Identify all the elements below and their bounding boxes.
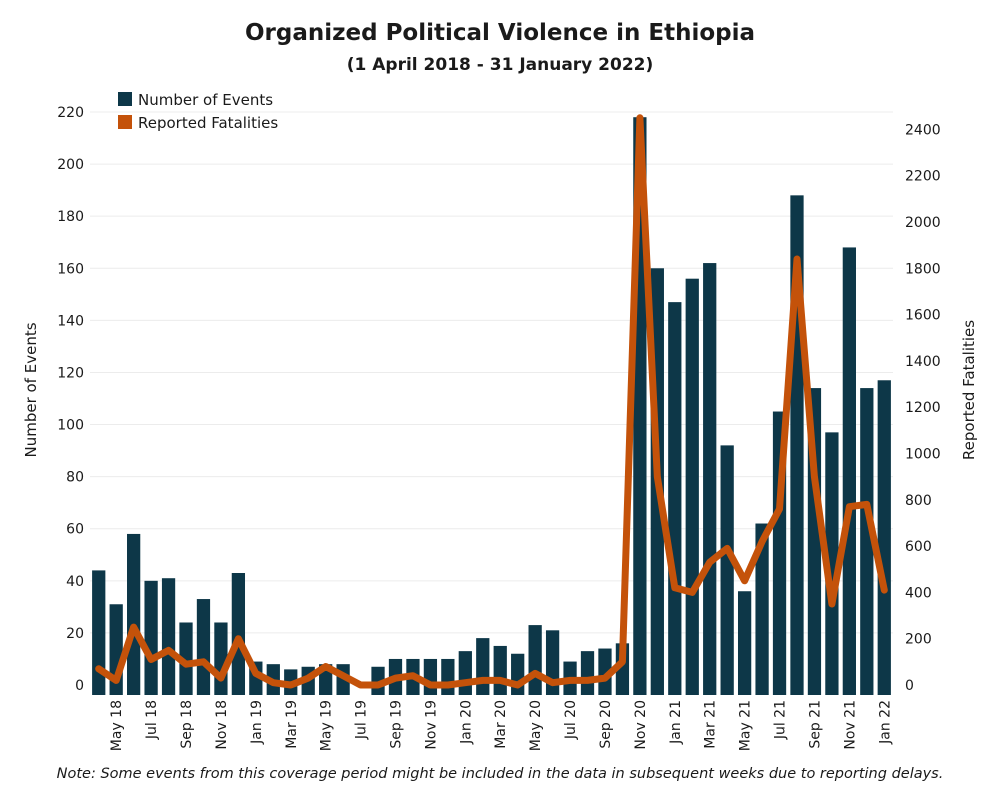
events-bar — [685, 278, 699, 695]
y2-axis-ticks: 0 200 400 600 800 1000 1200 1400 1600 1800 2000 220… — [905, 122, 941, 694]
events-bar — [196, 599, 211, 695]
y-tick-label: 160 — [57, 261, 84, 277]
events-bars — [92, 117, 891, 695]
x-tick-label: Sep 21 — [807, 700, 823, 749]
events-bar — [493, 645, 507, 695]
x-tick-label: Nov 18 — [214, 700, 230, 750]
x-tick-label: May 18 — [109, 700, 125, 751]
legend-swatch-fatalities — [118, 115, 132, 129]
events-bar — [842, 247, 856, 695]
legend-swatch-events — [118, 92, 132, 106]
events-bar — [580, 651, 595, 695]
events-bar — [528, 625, 542, 695]
y2-tick-label: 2000 — [905, 215, 941, 231]
y2-tick-label: 1800 — [905, 261, 941, 277]
y-axis-ticks: 0 20 40 60 80 100 120 140 160 180 200 220 — [57, 105, 84, 694]
x-tick-label: Nov 20 — [633, 700, 649, 750]
events-bar — [720, 445, 734, 695]
y-tick-label: 80 — [66, 470, 84, 486]
y2-tick-label: 400 — [905, 585, 932, 601]
x-tick-label: Jul 20 — [563, 700, 579, 740]
y2-tick-label: 600 — [905, 539, 932, 555]
x-tick-label: May 21 — [738, 700, 754, 751]
events-bar — [161, 578, 176, 695]
chart-note: Note: Some events from this coverage per… — [56, 766, 944, 782]
fatalities-line — [95, 114, 888, 689]
events-bar — [423, 658, 438, 695]
events-bar — [92, 570, 106, 695]
y2-tick-label: 1600 — [905, 308, 941, 324]
x-tick-label: Mar 20 — [493, 700, 509, 749]
x-tick-label: Jul 19 — [354, 700, 370, 740]
x-tick-label: Mar 19 — [284, 700, 300, 749]
x-tick-label: Jan 19 — [249, 700, 265, 745]
y2-tick-label: 2200 — [905, 169, 941, 185]
x-tick-label: May 19 — [319, 700, 335, 751]
x-tick-label: Nov 19 — [423, 700, 439, 750]
y2-tick-label: 1400 — [905, 354, 941, 370]
x-tick-label: Mar 21 — [703, 700, 719, 749]
events-bar — [441, 658, 455, 695]
x-tick-label: Jul 21 — [773, 700, 789, 740]
y2-tick-label: 200 — [905, 632, 932, 648]
events-bar — [179, 622, 193, 695]
legend-label-events: Number of Events — [138, 91, 273, 109]
events-bar — [737, 591, 752, 695]
y-tick-label: 220 — [57, 105, 84, 121]
y2-tick-label: 1000 — [905, 446, 941, 462]
y-tick-label: 140 — [57, 313, 84, 329]
events-bar — [877, 380, 891, 695]
y2-tick-label: 2400 — [905, 122, 941, 138]
y2-axis-title: Reported Fatalities — [960, 320, 978, 460]
y-tick-label: 60 — [66, 522, 84, 538]
events-bar — [144, 580, 158, 695]
fatalities-line-layer — [95, 114, 888, 689]
events-bar — [598, 648, 612, 695]
y2-tick-label: 1200 — [905, 400, 941, 416]
y-tick-label: 0 — [75, 678, 84, 694]
events-bar — [703, 263, 717, 695]
x-tick-label: Jan 20 — [458, 700, 474, 745]
y-tick-label: 200 — [57, 157, 84, 173]
events-bar — [860, 388, 874, 695]
events-bar — [476, 638, 490, 695]
x-axis-ticks: May 18 Jul 18 Sep 18 Nov 18 Jan 19 Mar 19 May … — [109, 700, 893, 751]
events-bar — [825, 432, 839, 695]
legend: Number of Events Reported Fatalities — [118, 91, 278, 132]
events-bar — [668, 302, 682, 695]
events-bar — [511, 653, 525, 695]
chart-title: Organized Political Violence in Ethiopia — [244, 20, 756, 46]
y-tick-label: 120 — [57, 365, 84, 381]
x-tick-label: Jul 18 — [144, 700, 160, 740]
y-tick-label: 100 — [57, 418, 84, 434]
events-bar — [458, 651, 472, 695]
x-tick-label: Sep 18 — [179, 700, 195, 749]
x-tick-label: Sep 20 — [598, 700, 614, 749]
x-tick-label: Jan 21 — [668, 700, 684, 745]
x-tick-label: May 20 — [528, 700, 544, 751]
x-tick-label: Sep 19 — [389, 700, 405, 749]
gridlines — [90, 111, 893, 634]
y-tick-label: 20 — [66, 626, 84, 642]
y2-tick-label: 0 — [905, 678, 914, 694]
y-tick-label: 40 — [66, 574, 84, 590]
y-axis-title: Number of Events — [22, 322, 40, 457]
events-bar — [755, 523, 769, 695]
y2-tick-label: 800 — [905, 493, 932, 509]
chart-subtitle: (1 April 2018 - 31 January 2022) — [346, 55, 654, 75]
y-tick-label: 180 — [57, 209, 84, 225]
x-tick-label: Nov 21 — [842, 700, 858, 750]
events-bar — [231, 573, 246, 695]
legend-label-fatalities: Reported Fatalities — [138, 114, 278, 132]
events-bar — [214, 622, 228, 695]
x-tick-label: Jan 22 — [877, 700, 893, 745]
events-bar — [127, 533, 141, 695]
